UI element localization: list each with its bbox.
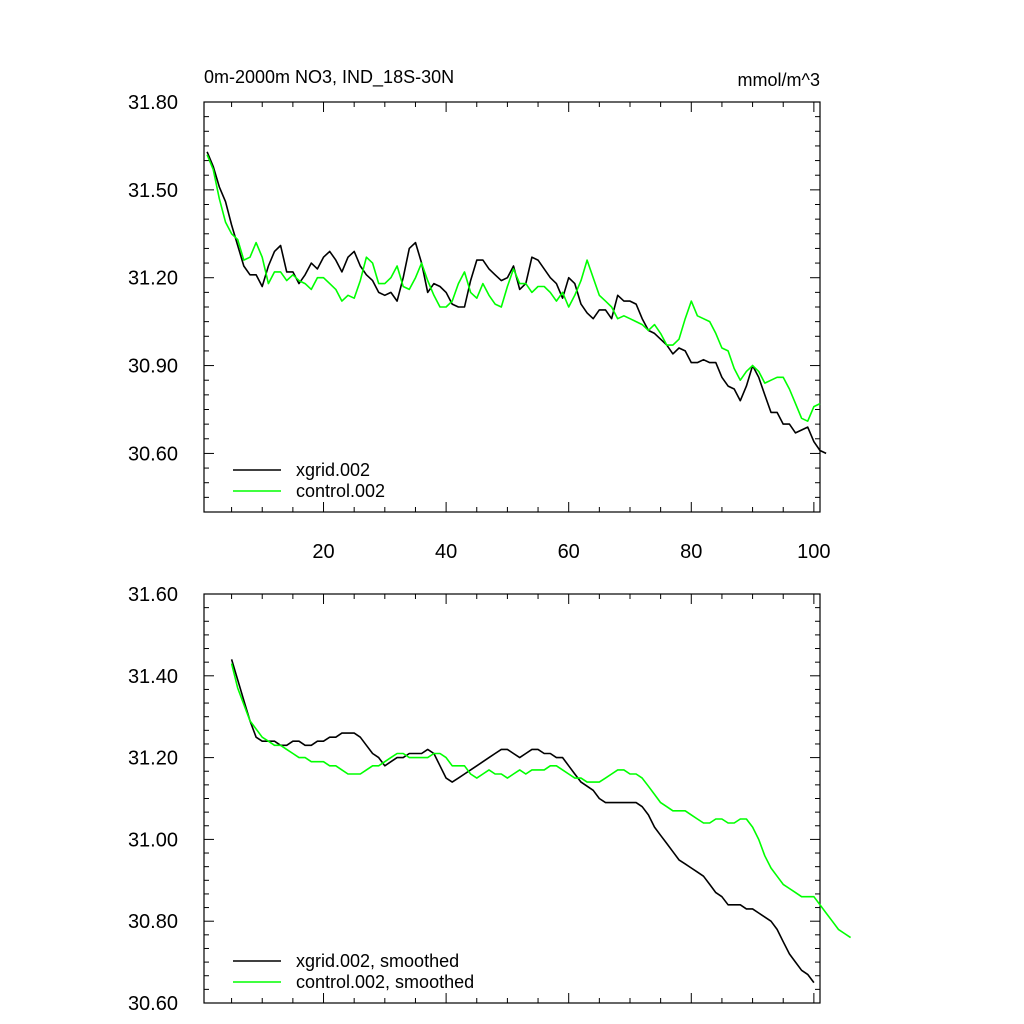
units-label: mmol/m^3	[738, 70, 820, 90]
y-tick-label: 31.50	[128, 180, 178, 202]
legend-label-control-smoothed: control.002, smoothed	[296, 972, 474, 992]
bottom-panel: 31.60 31.40 31.20 31.00 30.80 30.60 xgrid.002…	[128, 584, 852, 1015]
top-panel-axes: 31.80 31.50 31.20 30.90 30.60 20 40 60 80 100	[128, 92, 831, 563]
series-line-xgrid	[230, 659, 815, 984]
series-line-control	[230, 663, 852, 939]
bottom-panel-axes: 31.60 31.40 31.20 31.00 30.80 30.60	[128, 584, 821, 1015]
legend-label-control: control.002	[296, 481, 385, 501]
y-tick-label: 30.80	[128, 911, 178, 933]
series-line-xgrid	[206, 151, 827, 455]
x-tick-label: 40	[435, 541, 457, 563]
y-tick-label: 30.90	[128, 356, 178, 378]
y-tick-label: 30.60	[128, 993, 178, 1015]
series-line-control	[206, 154, 821, 423]
legend-label-xgrid: xgrid.002	[296, 460, 370, 480]
y-tick-label: 31.40	[128, 666, 178, 688]
y-tick-label: 31.20	[128, 748, 178, 770]
y-tick-label: 31.60	[128, 584, 178, 606]
plot-frame	[203, 101, 821, 513]
top-panel-lines	[206, 151, 827, 455]
x-tick-label: 100	[797, 541, 830, 563]
plot-frame	[203, 593, 821, 1004]
y-tick-label: 31.00	[128, 829, 178, 851]
x-tick-label: 60	[558, 541, 580, 563]
top-panel-title: 0m-2000m NO3, IND_18S-30N	[204, 67, 454, 88]
legend-label-xgrid-smoothed: xgrid.002, smoothed	[296, 951, 459, 971]
y-tick-label: 30.60	[128, 443, 178, 465]
y-tick-label: 31.80	[128, 92, 178, 114]
bottom-panel-legend: xgrid.002, smoothed control.002, smoothe…	[233, 951, 474, 992]
bottom-panel-lines	[230, 659, 852, 984]
y-tick-label: 31.20	[128, 268, 178, 290]
x-tick-label: 80	[680, 541, 702, 563]
x-tick-label: 20	[312, 541, 334, 563]
top-panel-legend: xgrid.002 control.002	[233, 460, 385, 501]
top-panel: 0m-2000m NO3, IND_18S-30N mmol/m^3 31.80…	[128, 67, 831, 563]
